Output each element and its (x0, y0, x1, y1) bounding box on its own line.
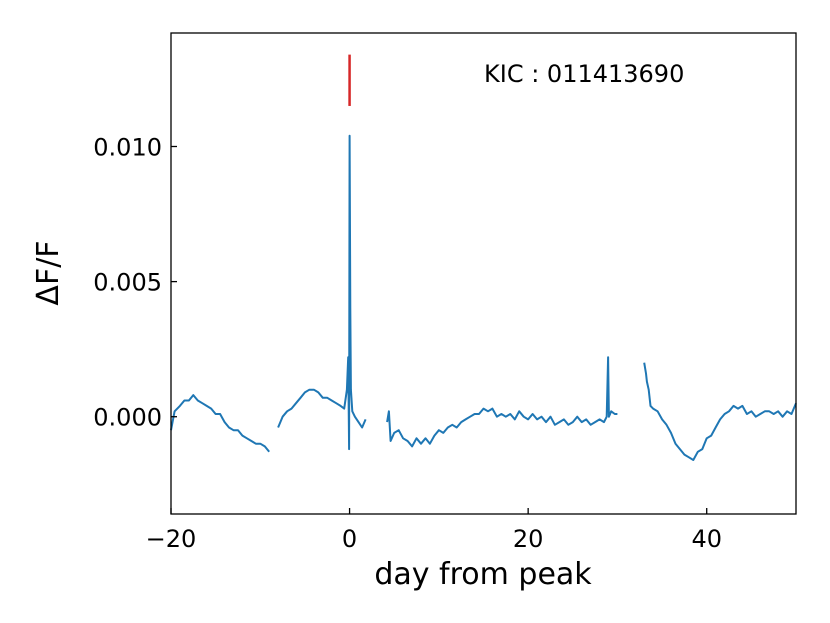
x-ticks: −20 0 20 40 (146, 508, 722, 553)
lightcurve-segment-2 (277, 134, 367, 451)
y-tick-label: 0.005 (93, 269, 162, 297)
y-ticks: 0.000 0.005 0.010 (93, 133, 177, 432)
y-tick-label: 0.010 (93, 133, 162, 161)
lightcurve-segment-1 (170, 394, 270, 453)
lightcurve-segment-4 (643, 362, 797, 461)
x-tick-label: 0 (342, 525, 357, 553)
lightcurve-segment-3 (386, 356, 618, 448)
series-layer (170, 134, 797, 461)
x-tick-label: 40 (691, 525, 722, 553)
annotation-label: KIC : 011413690 (484, 60, 684, 88)
y-axis-title: ΔF/F (31, 240, 66, 305)
x-tick-label: −20 (146, 525, 197, 553)
plot-area (171, 33, 796, 514)
x-axis-title: day from peak (374, 557, 592, 592)
plot-frame (170, 32, 797, 515)
y-tick-label: 0.000 (93, 404, 162, 432)
x-tick-label: 20 (513, 525, 544, 553)
